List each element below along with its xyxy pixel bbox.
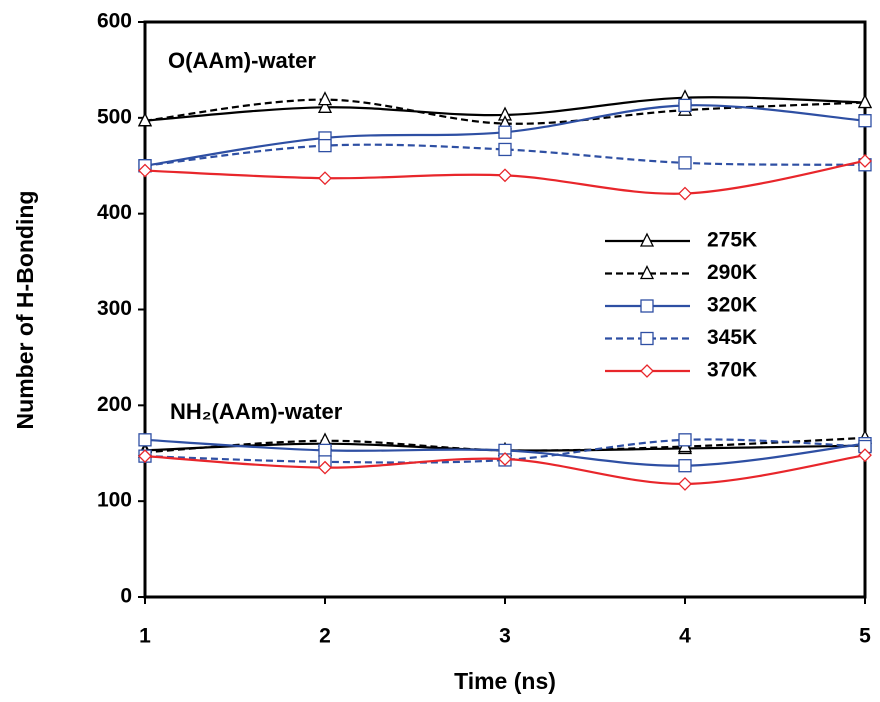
x-tick-label: 4: [679, 625, 691, 648]
data-point: [498, 142, 512, 157]
legend-marker: [639, 265, 655, 280]
x-axis-title: Time (ns): [454, 668, 556, 694]
data-point: [318, 138, 332, 153]
annotation: O(AAm)-water: [168, 48, 316, 73]
legend-label: 320K: [707, 294, 757, 317]
legend-marker: [639, 232, 655, 247]
data-point: [498, 168, 512, 183]
legend-label: 345K: [707, 326, 757, 349]
y-tick-label: 200: [97, 393, 132, 416]
data-point: [317, 98, 333, 113]
data-point: [498, 125, 512, 139]
data-point: [678, 186, 692, 201]
data-point: [318, 443, 332, 458]
data-point: [678, 459, 692, 473]
data-point: [318, 171, 332, 186]
x-tick-label: 1: [139, 625, 151, 648]
data-point: [318, 460, 332, 475]
legend-label: 275K: [707, 229, 757, 252]
data-point: [858, 114, 872, 128]
y-tick-label: 100: [97, 489, 132, 512]
data-point: [138, 433, 152, 447]
data-point: [858, 448, 872, 463]
legend-marker: [640, 331, 654, 346]
data-point: [498, 452, 512, 466]
data-point: [138, 449, 152, 464]
legend-marker: [640, 299, 654, 313]
y-tick-label: 400: [97, 201, 132, 224]
x-tick-label: 5: [859, 625, 871, 648]
legend-label: 290K: [707, 261, 757, 284]
data-point: [137, 112, 153, 127]
annotation: NH₂(AAm)-water: [170, 399, 343, 424]
data-point: [317, 91, 333, 106]
data-point: [858, 154, 872, 168]
data-point: [678, 156, 692, 170]
data-point: [678, 476, 692, 491]
data-point: [678, 433, 692, 447]
y-tick-label: 0: [120, 585, 132, 608]
legend-marker: [640, 364, 654, 378]
data-point: [678, 98, 692, 113]
data-point: [138, 163, 152, 178]
legend-label: 370K: [707, 359, 757, 382]
y-tick-label: 300: [97, 297, 132, 320]
y-tick-label: 600: [97, 10, 132, 33]
y-tick-label: 500: [97, 105, 132, 128]
x-tick-label: 2: [319, 625, 331, 648]
data-point: [857, 94, 873, 109]
y-axis-title: Number of H-Bonding: [12, 191, 38, 430]
x-tick-label: 3: [499, 625, 511, 648]
